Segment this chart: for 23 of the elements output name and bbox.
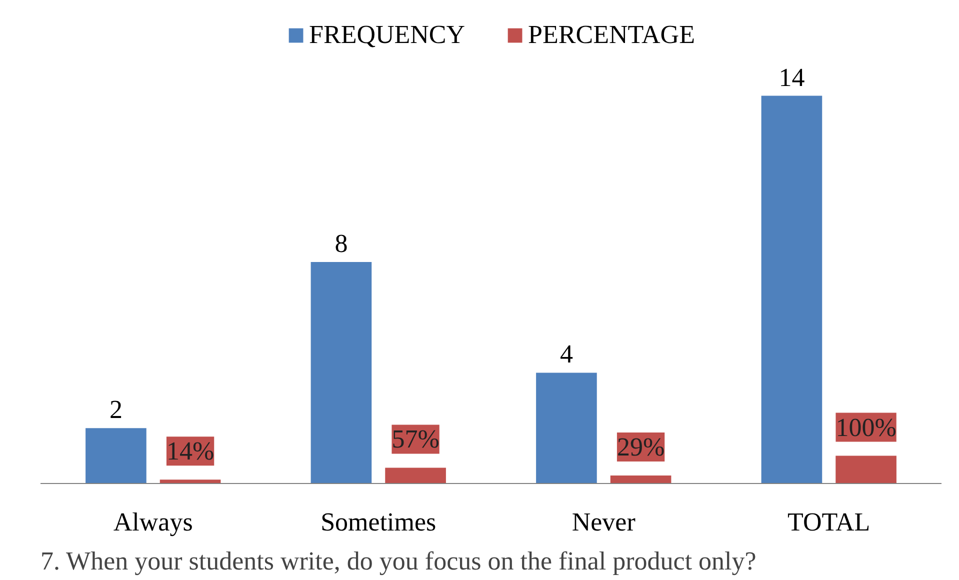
legend-label: FREQUENCY xyxy=(309,20,466,50)
data-label: 2 xyxy=(109,395,122,424)
data-label: 57% xyxy=(392,424,440,454)
data-label: 8 xyxy=(334,228,348,258)
bar xyxy=(385,468,446,484)
text: 7. When your students write, do you focus on the final product only? xyxy=(40,546,756,576)
bar xyxy=(761,96,822,484)
bar xyxy=(610,475,672,484)
data-label: 29% xyxy=(616,432,665,462)
bar xyxy=(86,428,146,484)
x-tick-label: Never xyxy=(572,508,636,536)
data-label: 4 xyxy=(560,340,573,369)
bar xyxy=(536,372,597,484)
bar xyxy=(836,456,896,484)
bar xyxy=(160,480,221,484)
data-label: 100% xyxy=(836,412,896,442)
x-tick-label: Sometimes xyxy=(320,508,436,536)
legend-label: PERCENTAGE xyxy=(528,20,695,50)
data-label: 14% xyxy=(166,436,214,466)
x-tick-label: Always xyxy=(113,508,193,536)
bar xyxy=(310,262,372,484)
data-label: 14 xyxy=(778,62,805,92)
x-tick-label: TOTAL xyxy=(788,508,870,536)
